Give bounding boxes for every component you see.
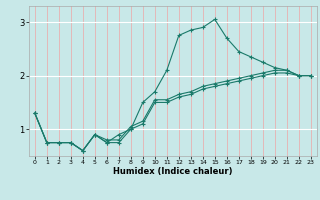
X-axis label: Humidex (Indice chaleur): Humidex (Indice chaleur) <box>113 167 233 176</box>
